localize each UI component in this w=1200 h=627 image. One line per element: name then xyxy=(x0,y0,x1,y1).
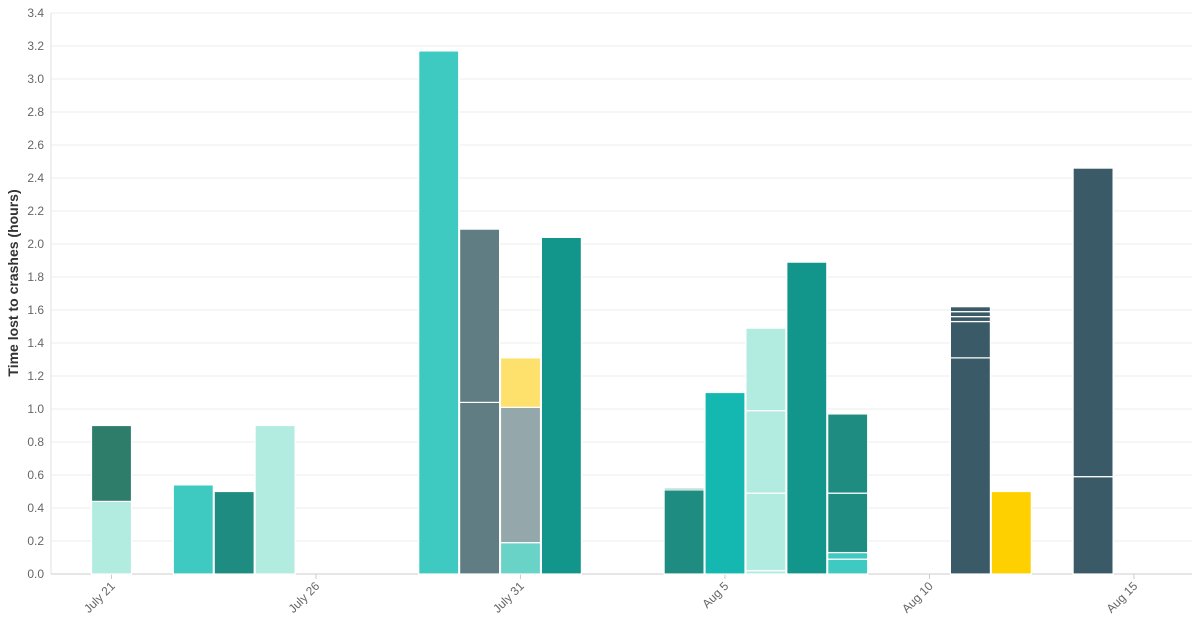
bar-stack xyxy=(172,484,214,575)
y-tick-label: 0.2 xyxy=(27,534,44,548)
bar-stack xyxy=(663,487,705,575)
bar-segment xyxy=(663,487,705,491)
bar-segment xyxy=(949,306,992,313)
y-tick-label: 2.4 xyxy=(27,171,44,185)
bar-segment xyxy=(540,236,583,575)
bar-segment xyxy=(663,489,705,575)
bar-segment xyxy=(949,316,992,323)
bar-segment xyxy=(499,542,542,575)
bar-stack xyxy=(745,327,787,575)
y-tick-label: 3.2 xyxy=(27,39,44,53)
bar-stack xyxy=(418,50,460,575)
bars-layer xyxy=(90,50,1114,575)
bar-segment xyxy=(990,490,1032,575)
y-tick-label: 2.2 xyxy=(27,204,44,218)
bar-segment xyxy=(827,413,869,494)
bar-stack xyxy=(990,490,1032,575)
bar-segment xyxy=(745,410,787,494)
bar-segment xyxy=(459,401,501,575)
bar-stack xyxy=(704,391,746,575)
bar-segment xyxy=(949,311,992,318)
y-tick-label: 2.8 xyxy=(27,105,44,119)
bar-segment xyxy=(172,484,214,575)
bar-stack xyxy=(499,357,542,575)
bar-stack xyxy=(459,228,501,575)
gridlines xyxy=(51,12,1192,575)
x-tick-label: Aug 5 xyxy=(699,579,731,611)
y-axis: 0.0 0.2 0.4 0.6 0.8 1.0 1.2 1.4 1.6 1.8 2.0 2.2 2.4 2… xyxy=(27,6,52,581)
bar-segment xyxy=(499,357,542,408)
bar-stack xyxy=(213,490,255,575)
y-tick-label: 0.6 xyxy=(27,468,44,482)
bar-segment xyxy=(418,50,460,575)
bar-segment xyxy=(213,490,255,575)
x-tick-label: Aug 10 xyxy=(899,579,936,616)
bar-segment xyxy=(1072,167,1114,478)
y-tick-label: 1.0 xyxy=(27,402,44,416)
y-tick-label: 0.4 xyxy=(27,501,44,515)
bar-stack xyxy=(254,424,296,575)
y-tick-label: 0.8 xyxy=(27,435,44,449)
bar-segment xyxy=(827,558,869,575)
y-tick-label: 2.0 xyxy=(27,237,44,251)
bar-segment xyxy=(949,357,992,575)
bar-stack xyxy=(949,306,992,575)
bar-segment xyxy=(499,406,542,544)
bar-segment xyxy=(949,320,992,359)
bar-segment xyxy=(254,424,296,575)
x-tick-label: July 31 xyxy=(490,579,527,616)
y-axis-title: Time lost to crashes (hours) xyxy=(5,189,21,376)
bar-stack xyxy=(90,424,133,575)
y-tick-label: 1.4 xyxy=(27,336,44,350)
y-tick-label: 3.4 xyxy=(27,6,44,20)
bar-segment xyxy=(745,492,787,572)
bar-segment xyxy=(459,228,501,403)
x-tick-label: Aug 15 xyxy=(1104,579,1141,616)
x-tick-label: July 26 xyxy=(286,579,323,616)
y-tick-label: 2.6 xyxy=(27,138,44,152)
bar-segment xyxy=(827,492,869,554)
y-tick-label: 1.6 xyxy=(27,303,44,317)
bar-stack xyxy=(1072,167,1114,575)
bar-segment xyxy=(786,261,828,575)
y-tick-label: 1.8 xyxy=(27,270,44,284)
bar-segment xyxy=(90,500,133,575)
bar-segment xyxy=(90,424,133,503)
bar-stack xyxy=(540,236,583,575)
bar-stack xyxy=(786,261,828,575)
bar-segment xyxy=(827,551,869,560)
y-tick-label: 0.0 xyxy=(27,567,44,581)
y-tick-label: 3.0 xyxy=(27,72,44,86)
bar-stack xyxy=(827,413,869,575)
x-tick-label: July 21 xyxy=(81,579,118,616)
bar-segment xyxy=(704,391,746,575)
bar-segment xyxy=(745,327,787,412)
bar-segment xyxy=(1072,476,1114,575)
x-axis: July 21 July 26 July 31 Aug 5 Aug 10 Aug 15 xyxy=(81,574,1141,616)
y-tick-label: 1.2 xyxy=(27,369,44,383)
